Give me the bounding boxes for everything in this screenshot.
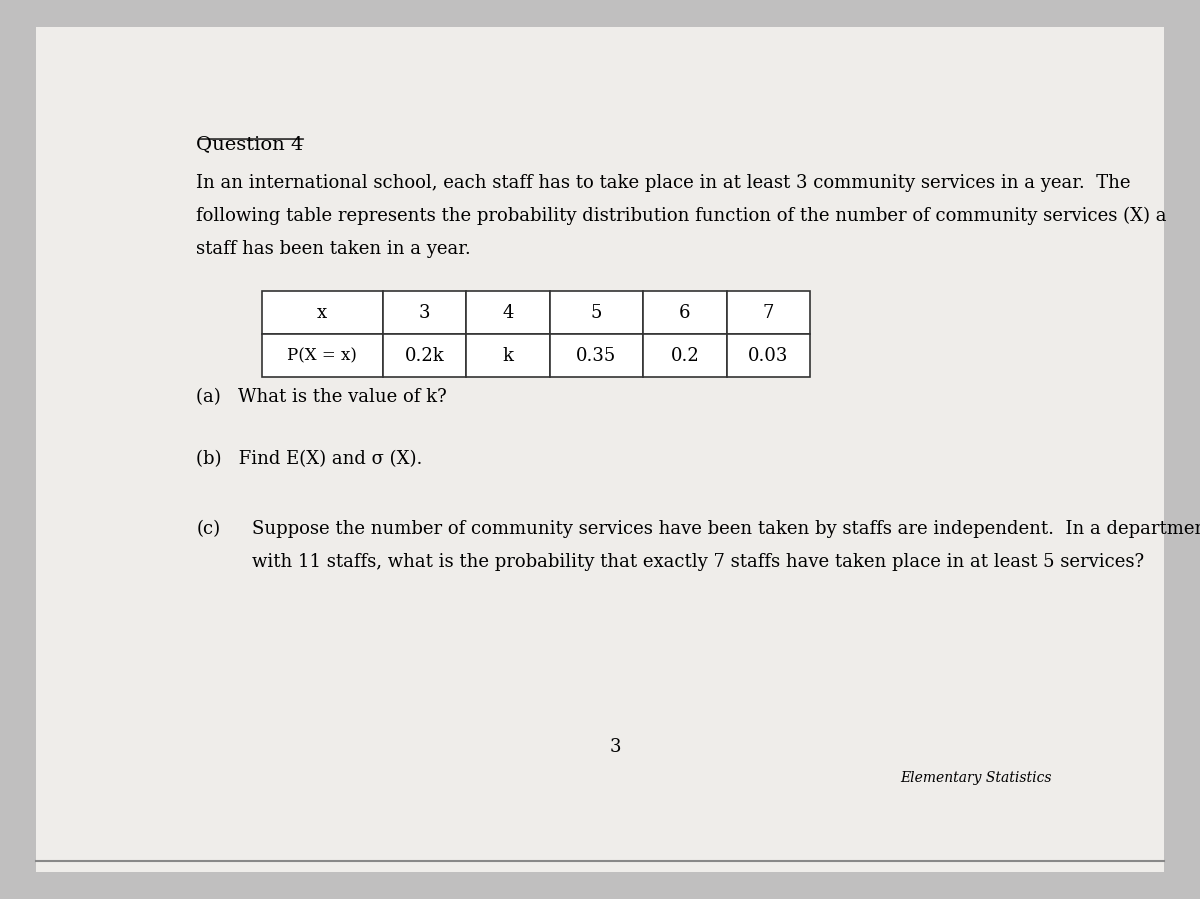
Text: 3: 3	[419, 304, 430, 322]
Text: Suppose the number of community services have been taken by staffs are independe: Suppose the number of community services…	[252, 520, 1200, 538]
Text: k: k	[503, 347, 514, 365]
Bar	[262, 334, 383, 378]
Text: (a)   What is the value of k?: (a) What is the value of k?	[197, 388, 448, 406]
Bar	[550, 334, 643, 378]
Text: 3: 3	[610, 738, 620, 756]
Bar	[550, 291, 643, 334]
Bar	[643, 291, 727, 334]
Bar	[466, 334, 550, 378]
Bar	[727, 291, 810, 334]
Bar	[727, 334, 810, 378]
Text: In an international school, each staff has to take place in at least 3 community: In an international school, each staff h…	[197, 174, 1132, 191]
Text: 7: 7	[763, 304, 774, 322]
Text: 0.35: 0.35	[576, 347, 617, 365]
Text: 5: 5	[590, 304, 602, 322]
Text: staff has been taken in a year.: staff has been taken in a year.	[197, 240, 472, 258]
Text: x: x	[317, 304, 328, 322]
Text: Elementary Statistics: Elementary Statistics	[900, 770, 1052, 785]
Text: P(X = x): P(X = x)	[287, 347, 356, 364]
Text: with 11 staffs, what is the probability that exactly 7 staffs have taken place i: with 11 staffs, what is the probability …	[252, 553, 1145, 571]
Bar	[383, 334, 466, 378]
Text: Question 4: Question 4	[197, 136, 304, 154]
Bar	[466, 291, 550, 334]
Text: following table represents the probability distribution function of the number o: following table represents the probabili…	[197, 207, 1166, 225]
Text: 6: 6	[679, 304, 690, 322]
Text: 0.2k: 0.2k	[404, 347, 444, 365]
Text: 0.2: 0.2	[671, 347, 700, 365]
Bar	[643, 334, 727, 378]
Bar	[262, 291, 383, 334]
Bar	[383, 291, 466, 334]
Text: (c): (c)	[197, 520, 221, 538]
Text: 4: 4	[503, 304, 514, 322]
Text: 0.03: 0.03	[749, 347, 788, 365]
Text: (b)   Find E(X) and σ (X).: (b) Find E(X) and σ (X).	[197, 450, 422, 468]
